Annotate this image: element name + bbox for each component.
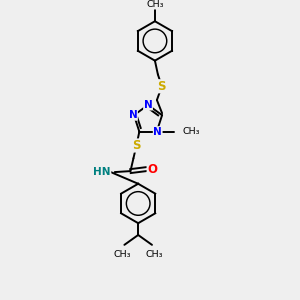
- Text: N: N: [129, 110, 137, 120]
- Text: S: S: [132, 139, 141, 152]
- Text: N: N: [153, 127, 162, 137]
- Text: CH₃: CH₃: [114, 250, 131, 259]
- Text: HN: HN: [93, 167, 111, 177]
- Text: S: S: [158, 80, 166, 93]
- Text: CH₃: CH₃: [145, 250, 163, 259]
- Text: CH₃: CH₃: [182, 127, 200, 136]
- Text: CH₃: CH₃: [146, 0, 164, 9]
- Text: O: O: [147, 163, 157, 176]
- Text: N: N: [144, 100, 152, 110]
